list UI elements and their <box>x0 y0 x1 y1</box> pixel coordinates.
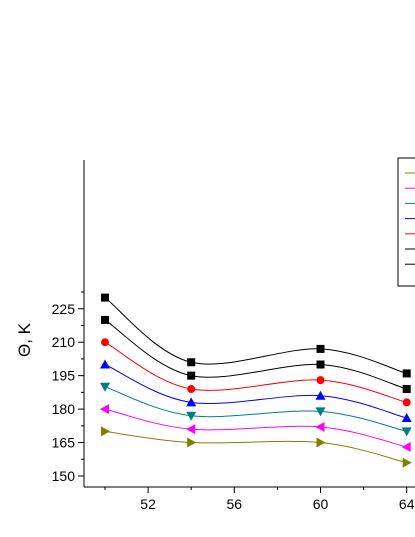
data-point <box>401 413 412 423</box>
data-point <box>315 421 325 432</box>
data-point <box>402 457 412 468</box>
legend <box>397 157 415 287</box>
y-tick-label: 195 <box>52 368 76 384</box>
x-tick-label: 64 <box>399 496 415 512</box>
data-point <box>315 407 326 417</box>
series-line <box>104 319 407 390</box>
series-line <box>104 430 407 464</box>
series-5 <box>100 382 412 437</box>
data-point <box>402 369 411 378</box>
legend-box <box>397 157 415 287</box>
series-line <box>104 341 407 403</box>
x-tick-label: 56 <box>227 496 243 512</box>
data-point <box>402 385 411 394</box>
series-3 <box>101 338 411 407</box>
data-point <box>316 376 325 385</box>
data-point <box>186 411 197 421</box>
series-2 <box>101 315 411 394</box>
series-line <box>104 364 407 419</box>
data-point <box>316 344 325 353</box>
series-line <box>104 408 407 448</box>
data-point <box>101 338 109 347</box>
data-point <box>187 385 196 394</box>
series-6 <box>100 404 411 453</box>
x-tick-label: 52 <box>140 496 156 512</box>
data-point <box>100 404 109 415</box>
data-point <box>100 382 110 392</box>
data-point <box>101 426 110 437</box>
y-tick-label: 165 <box>52 435 76 451</box>
data-point <box>101 315 109 324</box>
y-axis-title: Θ, K <box>15 322 34 357</box>
data-point <box>101 293 109 302</box>
series-1 <box>101 293 411 378</box>
plot-area <box>100 293 412 468</box>
data-point <box>401 442 411 453</box>
data-point <box>316 437 326 448</box>
axes: 150 165 180 195 210 225 52 56 60 64 <box>52 160 415 512</box>
data-point <box>316 360 325 369</box>
data-point <box>187 437 197 448</box>
data-point <box>187 371 196 380</box>
y-tick-label: 180 <box>52 401 76 417</box>
data-point <box>402 398 411 407</box>
data-point <box>186 397 197 407</box>
data-point <box>187 358 196 367</box>
data-point <box>186 424 196 435</box>
series-line <box>104 386 407 432</box>
series-7 <box>101 426 412 468</box>
data-point <box>100 359 110 369</box>
series-line <box>104 297 407 374</box>
data-point <box>315 390 326 400</box>
series-4 <box>100 359 412 423</box>
data-point <box>401 427 412 437</box>
y-tick-label: 210 <box>52 334 76 350</box>
y-tick-label: 225 <box>52 301 76 317</box>
y-tick-label: 150 <box>52 468 76 484</box>
x-tick-label: 60 <box>313 496 329 512</box>
